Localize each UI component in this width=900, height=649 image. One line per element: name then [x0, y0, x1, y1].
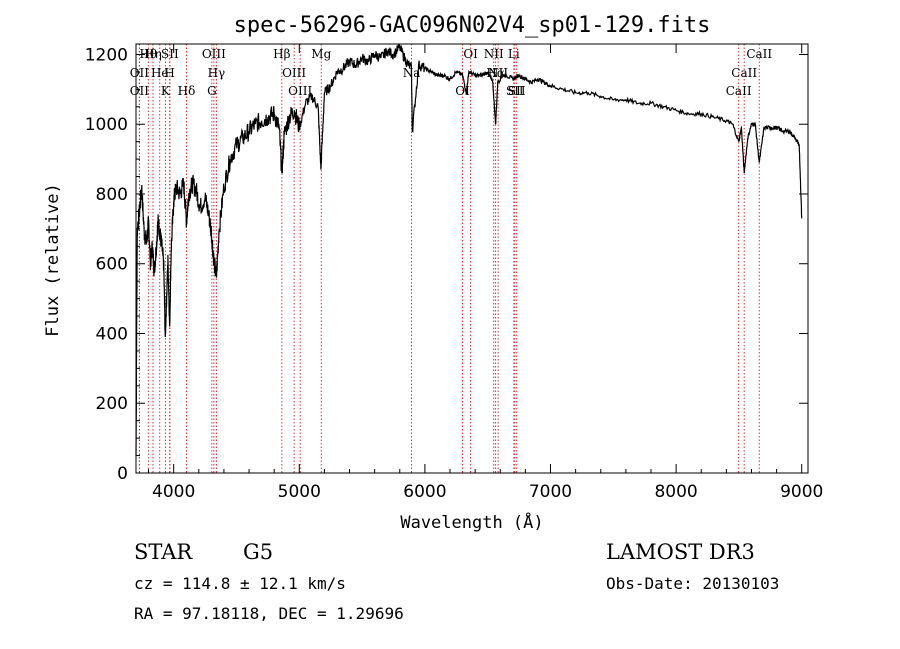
line-label: CaII [726, 84, 752, 98]
line-label: OIII [288, 84, 312, 98]
emission-line-labels: HθOIIOIIHηHeKSIIHHδOIIIHγGHβOIIIOIIIMgNa… [130, 47, 773, 98]
line-label: OII [130, 84, 150, 98]
redshift-value: cz = 114.8 ± 12.1 km/s [134, 574, 346, 593]
line-label: OI [463, 47, 478, 61]
object-class: STAR [134, 540, 193, 564]
line-label: CaII [731, 66, 757, 80]
line-label: Mg [311, 47, 331, 61]
line-label: Hβ [273, 47, 290, 61]
chart-title: spec-56296-GAC096N02V4_sp01-129.fits [234, 13, 711, 38]
line-label: K [161, 84, 171, 98]
line-label: OIII [282, 66, 306, 80]
y-tick-label: 200 [96, 394, 128, 414]
line-label: OI [455, 84, 470, 98]
line-label: SII [161, 47, 179, 61]
emission-line-markers [138, 44, 760, 473]
line-label: NII [488, 66, 508, 80]
x-tick-label: 7000 [529, 482, 572, 502]
line-label: H [164, 66, 174, 80]
line-label: SII [506, 84, 524, 98]
y-tick-label: 1200 [85, 45, 128, 65]
survey-name: LAMOST DR3 [606, 540, 755, 564]
x-tick-label: 4000 [152, 482, 195, 502]
line-label: G [207, 84, 217, 98]
y-tick-label: 400 [96, 324, 128, 344]
object-subclass: G5 [243, 540, 273, 564]
x-axis-ticks: 4000 5000 6000 7000 8000 9000 [148, 44, 823, 502]
line-label: Hθ [139, 47, 157, 61]
x-tick-label: 8000 [654, 482, 697, 502]
observation-date: Obs-Date: 20130103 [606, 574, 779, 593]
y-tick-label: 1000 [85, 115, 128, 135]
plot-frame [135, 43, 809, 474]
y-tick-label: 600 [96, 255, 128, 275]
spectrum-line [135, 44, 803, 456]
y-tick-label: 800 [96, 185, 128, 205]
line-label: Li [508, 47, 520, 61]
line-label: OII [130, 66, 150, 80]
x-axis-label: Wavelength (Å) [400, 511, 543, 533]
y-tick-label: 0 [117, 464, 128, 484]
line-label: Hγ [208, 66, 226, 80]
line-label: NII [484, 47, 504, 61]
line-label: He [151, 66, 169, 80]
y-axis-label: Flux (relative) [43, 183, 63, 337]
line-label: Hη [144, 47, 162, 61]
x-tick-label: 6000 [403, 482, 446, 502]
line-label: Hδ [178, 84, 196, 98]
line-label: CaII [746, 47, 772, 61]
line-label: SII [508, 84, 526, 98]
line-label: OIII [202, 47, 226, 61]
coordinates: RA = 97.18118, DEC = 1.29696 [134, 604, 404, 623]
y-axis-ticks: 0 200 400 600 800 1000 1200 [85, 45, 808, 484]
x-tick-label: 9000 [780, 482, 823, 502]
x-tick-label: 5000 [278, 482, 321, 502]
